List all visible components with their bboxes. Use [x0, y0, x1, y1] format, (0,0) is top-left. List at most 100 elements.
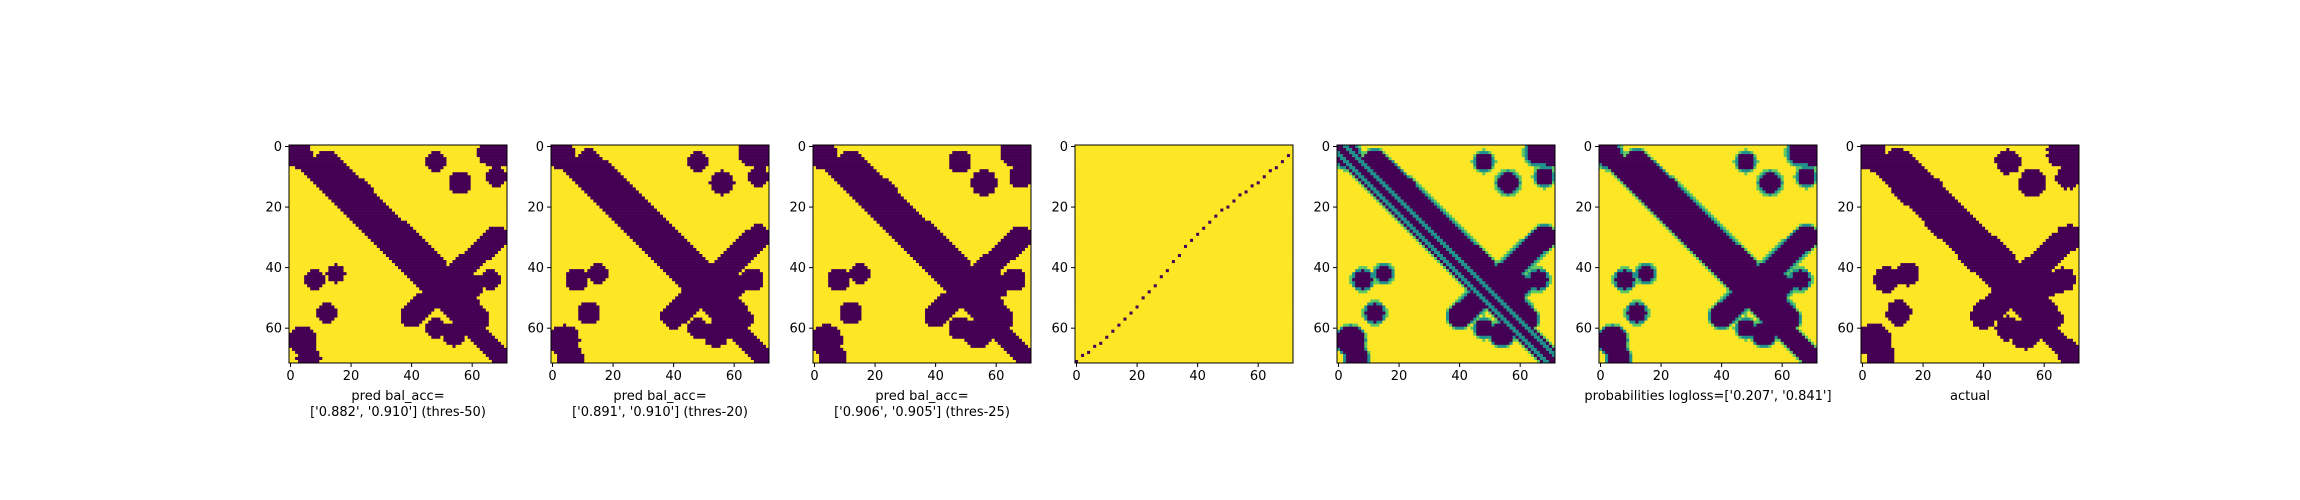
heatmap-cell-run	[1494, 290, 1529, 294]
heatmap-cells	[1861, 145, 2080, 364]
heatmap-cell-run	[1536, 320, 1541, 324]
heatmap-cell-run	[699, 308, 703, 312]
heatmap-cell-run	[1683, 184, 1757, 188]
heatmap-cell-run	[1765, 257, 1769, 261]
heatmap-cell-run	[1813, 223, 1818, 228]
heatmap-cell-run	[1954, 250, 2013, 255]
heatmap-cell-run	[1795, 326, 1800, 330]
heatmap-cell-run	[1795, 226, 1800, 231]
heatmap-cell-run	[1759, 160, 1788, 164]
heatmap-cell-run	[1421, 223, 1429, 228]
heatmap-cell-run	[1933, 175, 2022, 179]
heatmap-cell-run	[1500, 175, 1516, 179]
heatmap-cell-run	[1500, 260, 1504, 264]
heatmap-cell-run	[822, 323, 832, 327]
heatmap-cell-run	[1741, 311, 1745, 315]
heatmap-cell-run	[1479, 275, 1526, 279]
heatmap-cell-run	[949, 326, 1011, 330]
heatmap-cell-run	[1205, 226, 1294, 231]
heatmap-cell-run	[750, 311, 770, 315]
heatmap-cell-run	[1247, 190, 1294, 194]
heatmap-cell-run	[500, 341, 508, 346]
heatmap-cell-run	[1711, 317, 1736, 321]
heatmap-cell-run	[1629, 344, 1757, 349]
heatmap-cell-run	[578, 344, 712, 349]
heatmap-cell-run	[485, 353, 508, 358]
heatmap-cell-run	[1021, 250, 1032, 255]
heatmap-cell-run	[1455, 250, 1486, 255]
heatmap-cell-run	[831, 269, 847, 273]
heatmap-cell-run	[1503, 314, 1513, 318]
heatmap-cell-run	[702, 151, 740, 155]
heatmap-cell-run	[313, 329, 426, 334]
heatmap-cell-run	[813, 214, 871, 218]
heatmap-cell-run	[1861, 254, 1959, 258]
heatmap-cell-run	[1527, 338, 1538, 343]
heatmap-cell-run	[816, 350, 847, 355]
heatmap-cell-run	[1388, 263, 1392, 267]
heatmap-cell-run	[1452, 302, 1456, 306]
heatmap-cell-run	[1674, 235, 1679, 240]
heatmap-cell-run	[1500, 296, 1526, 300]
heatmap-cell-run	[934, 278, 1026, 282]
heatmap-cell-run	[470, 184, 493, 188]
heatmap-cell-run	[997, 178, 1011, 182]
heatmap-cell-run	[2006, 314, 2010, 318]
heatmap-cell-run	[660, 266, 746, 270]
heatmap-cell-run	[1452, 305, 1489, 309]
heatmap-cell-run	[705, 257, 718, 261]
heatmap-cell-run	[446, 314, 490, 318]
heatmap-cell-run	[1756, 317, 1760, 321]
heatmap-cell-run	[1695, 199, 1700, 203]
heatmap-cell-run	[2039, 169, 2059, 173]
heatmap-cell-run	[946, 290, 1008, 294]
heatmap-cell-run	[813, 299, 935, 303]
heatmap-cell-run	[1680, 187, 1685, 191]
heatmap-cell-run	[747, 175, 770, 179]
heatmap-cell-run	[1792, 175, 1797, 179]
heatmap-cell-run	[1626, 347, 1630, 352]
heatmap-cell-run	[1861, 320, 1892, 324]
heatmap-cell-run	[1358, 181, 1362, 185]
heatmap-cell-run	[711, 320, 755, 324]
heatmap-cell-run	[1723, 296, 1727, 300]
heatmap-cell-run	[1337, 302, 1368, 306]
heatmap-cell-run	[1656, 214, 1709, 218]
heatmap-cell-run	[1530, 353, 1535, 358]
heatmap-cell-run	[1452, 275, 1456, 279]
heatmap-cell-run	[1349, 172, 1353, 176]
heatmap-cell-run	[1449, 308, 1483, 312]
heatmap-cell-run	[1461, 226, 1465, 231]
heatmap-cell-run	[1003, 302, 1032, 306]
heatmap-cell-run	[440, 335, 444, 340]
heatmap-cell-run	[1442, 238, 1471, 243]
heatmap-cell-run	[1638, 266, 1642, 270]
heatmap-cell-run	[1364, 305, 1368, 309]
x-axis-label: pred bal_acc=	[351, 389, 444, 404]
heatmap-cell-run	[491, 332, 508, 337]
heatmap-cell-run	[584, 356, 752, 361]
heatmap-cell-run	[440, 308, 487, 312]
heatmap-cell-run	[813, 326, 817, 330]
heatmap-cell-run	[2042, 190, 2080, 194]
heatmap-cell-run	[861, 317, 926, 321]
heatmap-cell-run	[1379, 175, 1407, 179]
heatmap-cell-run	[289, 326, 296, 330]
heatmap-cell-run	[1361, 145, 1526, 149]
heatmap-cell-run	[551, 305, 579, 309]
heatmap-cell-run	[551, 199, 594, 203]
heatmap-cell-run	[813, 266, 853, 270]
heatmap-cell-run	[485, 287, 496, 291]
heatmap-cell-run	[1497, 160, 1526, 164]
heatmap-cell-run	[1626, 187, 1630, 191]
heatmap-cell-run	[1503, 320, 1510, 324]
heatmap-cell-run	[2009, 247, 2037, 252]
heatmap-cell-run	[343, 278, 411, 282]
heatmap-cell-run	[1918, 278, 1983, 282]
heatmap-cell-run	[1677, 238, 1682, 243]
heatmap-cell-run	[337, 314, 402, 318]
heatmap-cell-run	[1370, 299, 1380, 303]
heatmap-cell-run	[1373, 169, 1401, 173]
heatmap-cell-run	[1861, 332, 1892, 337]
